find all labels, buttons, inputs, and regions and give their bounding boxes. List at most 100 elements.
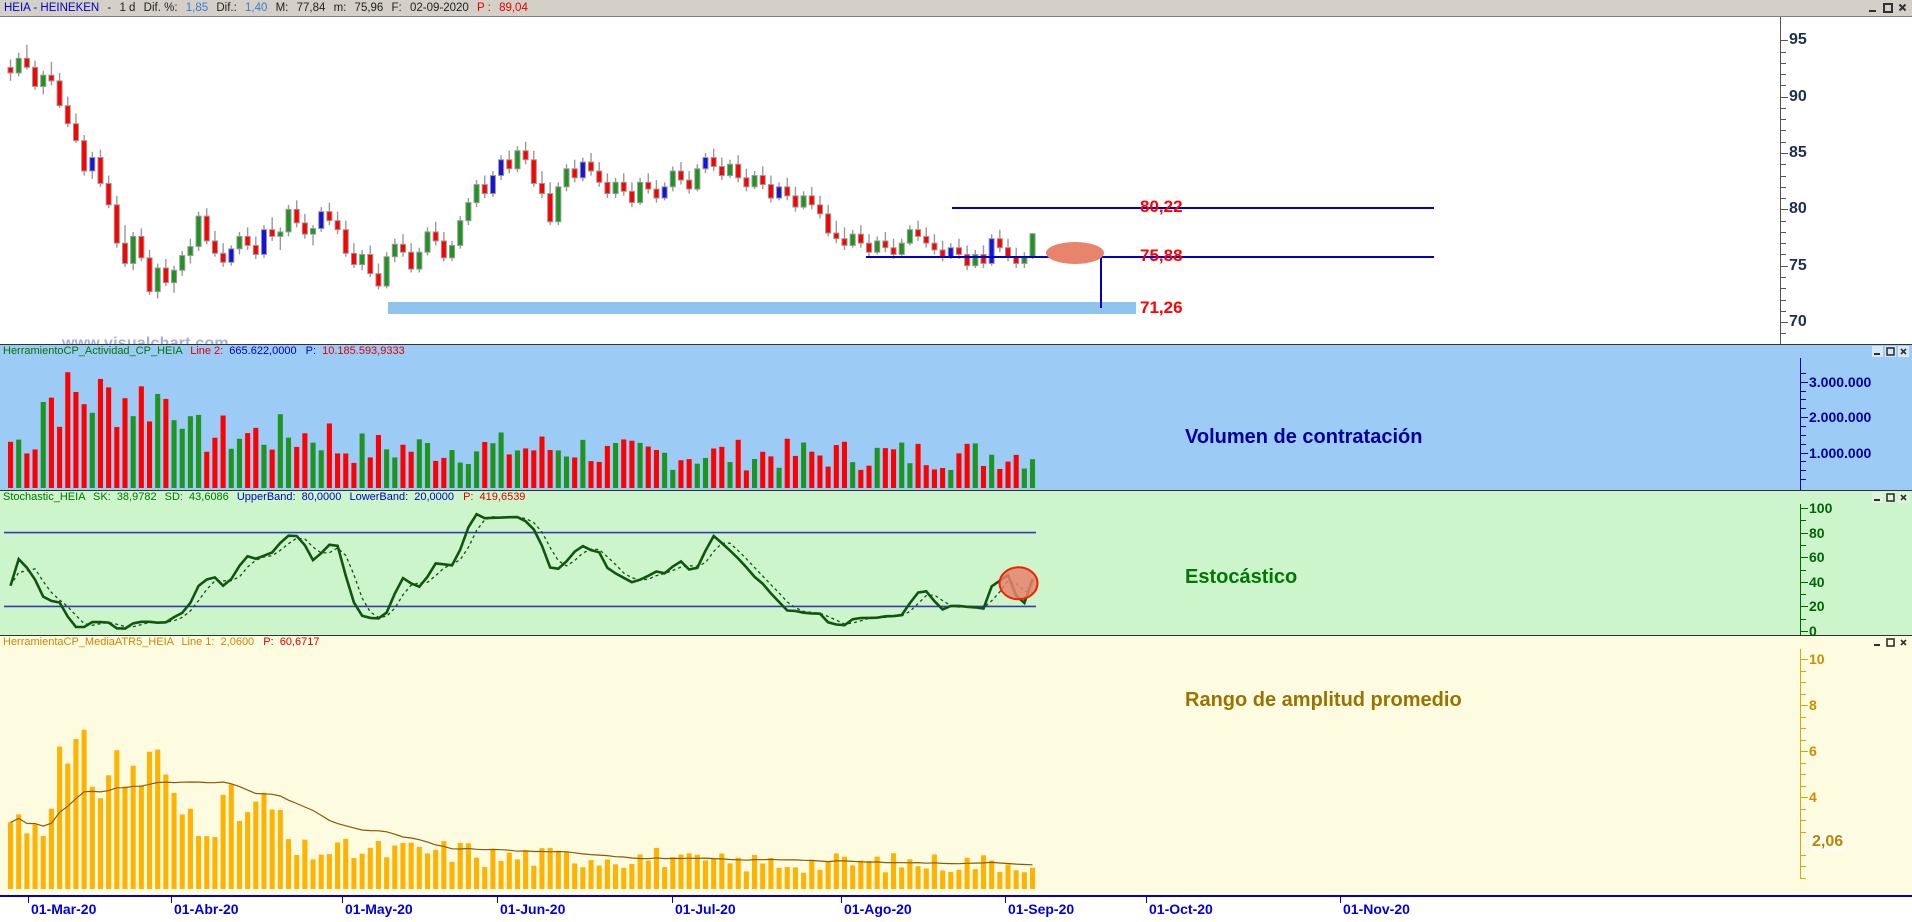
atr-axis-tick (1800, 751, 1808, 752)
price-axis-tick-label: 95 (1789, 31, 1807, 49)
titlebar-separator: - (107, 2, 112, 14)
stochastic-window-controls (1872, 492, 1909, 503)
atr-indicator-name: HerramientaCP_MediaATR5_HEIA (3, 636, 174, 648)
volume-panel[interactable]: HerramientoCP_Actividad_CP_HEIA Line 2: … (0, 344, 1912, 490)
volume-axis-tick (1800, 417, 1808, 419)
stochastic-axis[interactable]: 100 80 60 40 20 0 (1800, 490, 1912, 635)
stochastic-maximize-icon[interactable] (1885, 492, 1896, 503)
stochastic-panel-divider (0, 490, 1912, 491)
price-plot-area[interactable]: www.visualchart.com 80,22 75,88 71,26 (0, 17, 1912, 344)
stochastic-axis-tick (1800, 581, 1808, 583)
price-axis-tick-label: 85 (1789, 144, 1807, 161)
stochastic-upper-label: UpperBand: (236, 491, 296, 503)
price-axis-minor-tick (1780, 186, 1786, 188)
stochastic-axis-tick (1800, 508, 1808, 509)
date-value: 02-09-2020 (409, 2, 469, 14)
volume-panel-divider (0, 344, 1912, 345)
date-axis-tick (497, 895, 498, 903)
volume-line-value: 665.622,0000 (229, 345, 297, 357)
stochastic-panel[interactable]: Stochastic_HEIA SK: 38,9782 SD: 43,6086 … (0, 490, 1912, 635)
volume-axis-minor-tick (1800, 434, 1806, 436)
price-axis-minor-tick (1780, 119, 1786, 121)
volume-axis-minor-tick (1800, 399, 1806, 401)
date-axis-tick (171, 895, 172, 903)
volume-minimize-icon[interactable] (1872, 346, 1883, 357)
stochastic-axis-tick-label: 20 (1809, 598, 1825, 615)
stochastic-lower-label: LowerBand: (349, 491, 409, 503)
atr-panel-divider (0, 635, 1912, 636)
price-highlight-ellipse[interactable] (1046, 241, 1104, 264)
volume-axis[interactable]: 3.000.000 2.000.000 1.000.000 (1800, 344, 1912, 490)
volume-plot-area[interactable]: Volumen de contratación (0, 358, 1912, 490)
volume-close-icon[interactable] (1898, 346, 1909, 357)
price-axis-minor-tick (1780, 107, 1786, 109)
price-axis-minor-tick (1780, 198, 1786, 200)
diff-pct-label: Dif. %: (143, 2, 178, 14)
date-axis-label: 01-Nov-20 (1343, 901, 1410, 917)
stochastic-indicator-name: Stochastic_HEIA (3, 491, 85, 503)
close-icon[interactable] (1896, 1, 1909, 14)
stochastic-axis-tick-label: 100 (1809, 500, 1833, 516)
stochastic-sk-value: 38,9782 (116, 491, 157, 503)
stochastic-sk-label: SK: (93, 491, 111, 503)
atr-axis-minor-tick (1800, 831, 1806, 833)
date-axis-tick (28, 895, 29, 903)
atr-axis-tick-label: 8 (1809, 697, 1817, 713)
price-axis[interactable]: 95 90 85 80 75 70 (1780, 17, 1912, 344)
date-axis-tick (1340, 895, 1341, 903)
price-axis-minor-tick (1780, 141, 1786, 143)
stochastic-lower-value: 20,0000 (414, 491, 455, 503)
price-level-label-0: 80,22 (1140, 196, 1183, 216)
atr-axis-minor-tick (1800, 670, 1806, 672)
date-axis-tick (672, 895, 673, 903)
resistance-line-8022[interactable] (952, 206, 1434, 209)
atr-axis-minor-tick (1800, 762, 1806, 764)
date-axis-label: 01-Oct-20 (1149, 901, 1213, 917)
date-axis-tick (1005, 895, 1006, 903)
atr-axis-tick-label: 4 (1809, 789, 1817, 805)
price-axis-minor-tick (1780, 85, 1786, 87)
price-axis-minor-tick (1780, 51, 1786, 53)
atr-minimize-icon[interactable] (1872, 637, 1883, 648)
atr-axis[interactable]: 2,06 10 8 6 4 (1800, 635, 1912, 895)
support-line-7588[interactable] (866, 255, 1434, 258)
stochastic-axis-tick-label: 60 (1809, 549, 1825, 566)
volume-p-label: P: (305, 345, 317, 357)
volume-axis-tick-label: 2.000.000 (1809, 409, 1872, 426)
stochastic-minimize-icon[interactable] (1872, 492, 1883, 503)
date-axis-label: 01-Mar-20 (31, 901, 97, 917)
minimize-icon[interactable] (1866, 1, 1879, 14)
stochastic-plot-area[interactable]: Estocástico (0, 504, 1912, 635)
date-axis-label: 01-Abr-20 (174, 901, 239, 917)
atr-close-icon[interactable] (1898, 637, 1909, 648)
stochastic-p-value: 419,6539 (479, 491, 526, 503)
atr-bar-series (8, 729, 1036, 889)
date-axis-label: 01-Jul-20 (675, 901, 736, 917)
price-axis-minor-tick (1780, 74, 1786, 76)
price-axis-minor-tick (1780, 231, 1786, 233)
volume-maximize-icon[interactable] (1885, 346, 1896, 357)
atr-panel[interactable]: HerramientaCP_MediaATR5_HEIA Line 1: 2,0… (0, 635, 1912, 895)
price-axis-tick (1780, 96, 1788, 98)
support-band-7126[interactable] (388, 301, 1136, 314)
price-axis-tick (1780, 153, 1788, 154)
stochastic-axis-tick-label: 80 (1809, 524, 1825, 541)
atr-maximize-icon[interactable] (1885, 637, 1896, 648)
low-value: 75,96 (354, 2, 384, 14)
symbol-label: HEIA - HEINEKEN (4, 2, 100, 14)
stochastic-close-icon[interactable] (1898, 492, 1909, 503)
atr-axis-tick-label: 10 (1809, 651, 1825, 667)
price-axis-minor-tick (1780, 333, 1786, 335)
candlestick-series (7, 44, 1036, 299)
date-axis[interactable]: 01-Mar-20 01-Abr-20 01-May-20 01-Jun-20 01-J… (0, 895, 1912, 922)
atr-plot-area[interactable]: Rango de amplitud promedio (0, 649, 1912, 895)
low-label: m: (333, 2, 347, 14)
atr-axis-minor-tick (1800, 808, 1806, 810)
volume-bar-series (8, 372, 1036, 488)
maximize-icon[interactable] (1881, 1, 1894, 14)
window-titlebar: HEIA - HEINEKEN - 1 d Dif. %: 1,85 Dif.:… (0, 0, 1912, 17)
price-chart-panel[interactable]: www.visualchart.com 80,22 75,88 71,26 95 90… (0, 17, 1912, 344)
stochastic-sd-value: 43,6086 (189, 491, 229, 503)
window-controls (1866, 1, 1909, 14)
